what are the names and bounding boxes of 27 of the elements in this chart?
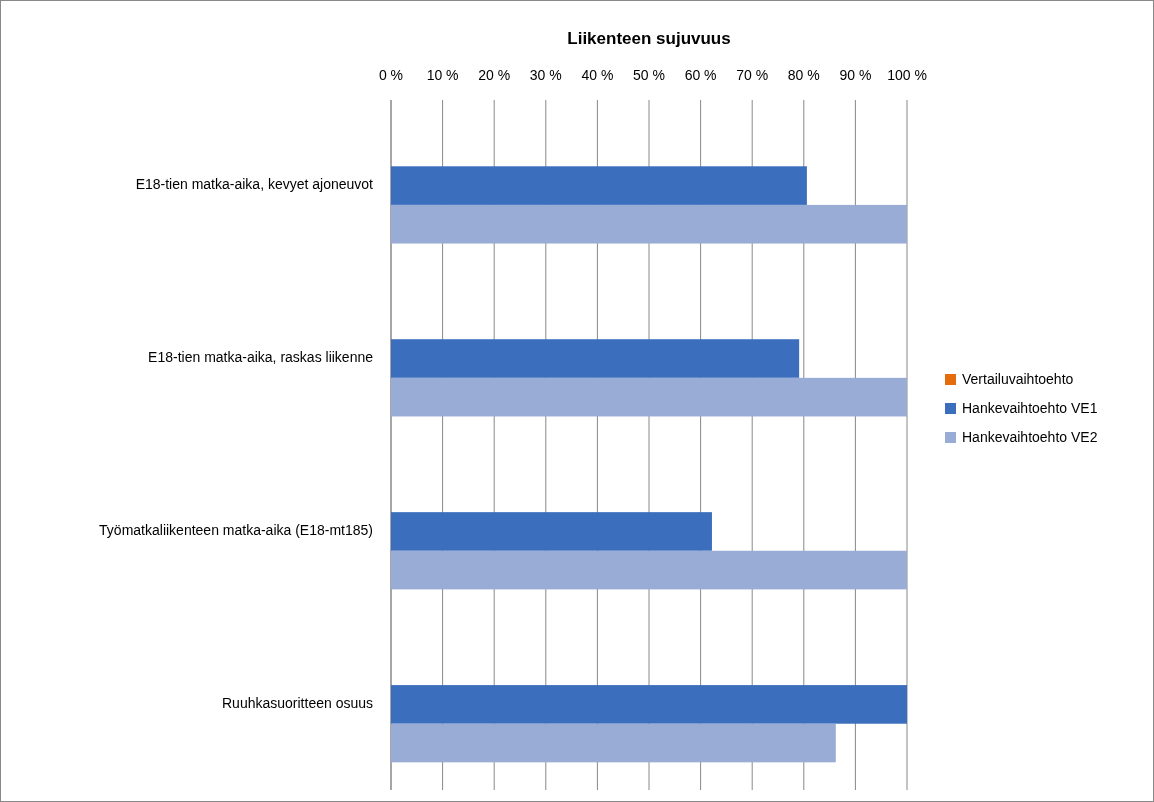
y-tick-label: E18-tien matka-aika, kevyet ajoneuvot — [135, 176, 374, 193]
x-tick-label: 10 % — [426, 67, 459, 83]
x-tick-label: 60 % — [684, 67, 717, 83]
x-tick-label: 0 % — [378, 67, 404, 83]
x-tick-label: 100 % — [887, 67, 927, 83]
bar — [391, 723, 836, 763]
legend-label: Hankevaihtoehto VE1 — [962, 399, 1098, 416]
chart-title: Liikenteen sujuvuus — [567, 29, 731, 48]
x-tick-label: 20 % — [478, 67, 511, 83]
bar — [391, 377, 907, 417]
x-tick-label: 30 % — [529, 67, 562, 83]
legend-label: Vertailuvaihtoehto — [962, 370, 1074, 387]
bar — [391, 550, 907, 590]
legend-label: Hankevaihtoehto VE2 — [962, 428, 1098, 445]
bar — [391, 339, 800, 378]
x-tick-label: 90 % — [839, 67, 872, 83]
y-tick-label: Ruuhkasuoritteen osuus — [222, 695, 373, 712]
y-tick-label: Työmatkaliikenteen matka-aika (E18-mt185) — [99, 522, 373, 539]
x-tick-label: 70 % — [736, 67, 769, 83]
bar — [391, 204, 907, 244]
bar — [391, 166, 807, 205]
bar — [391, 685, 907, 724]
y-tick-label: E18-tien matka-aika, raskas liikenne — [148, 349, 374, 366]
x-tick-label: 50 % — [633, 67, 665, 83]
x-tick-label: 40 % — [581, 67, 614, 83]
x-tick-label: 80 % — [787, 67, 820, 83]
bar — [391, 512, 712, 551]
